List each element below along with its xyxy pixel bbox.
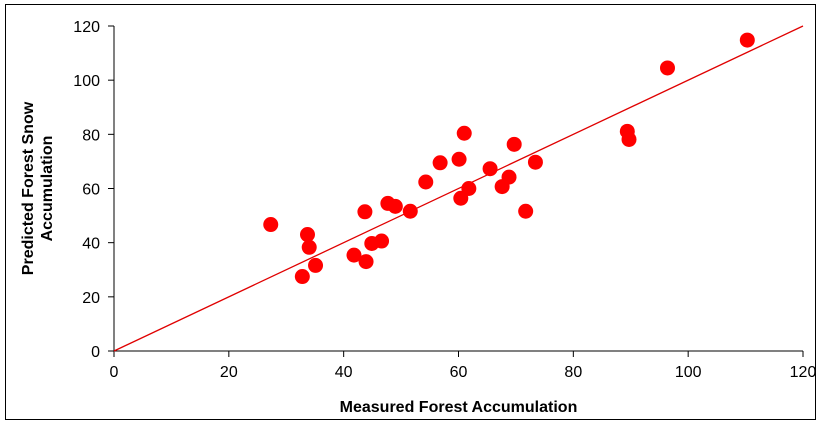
data-point — [263, 217, 279, 233]
data-point — [482, 161, 498, 177]
data-point — [418, 174, 434, 190]
y-tick-label: 80 — [82, 127, 100, 144]
y-axis-title-line-2: Accumulation — [39, 136, 56, 242]
data-point — [739, 32, 755, 48]
x-tick-label: 40 — [335, 364, 353, 381]
x-tick-label: 80 — [564, 364, 582, 381]
data-point — [659, 60, 675, 76]
data-point — [402, 203, 418, 219]
data-point — [387, 198, 403, 214]
data-point — [506, 136, 522, 152]
x-axis-title: Measured Forest Accumulation — [340, 399, 578, 416]
data-point — [294, 269, 310, 285]
points-group — [263, 32, 755, 285]
x-tick-label: 0 — [110, 364, 119, 381]
data-point — [621, 131, 637, 147]
axes: 0 20 40 60 80 100 120 0 20 40 60 80 100 120 — [73, 19, 816, 381]
data-point — [527, 154, 543, 170]
x-tick-label: 100 — [675, 364, 702, 381]
reference-line — [113, 25, 804, 352]
data-point — [501, 169, 517, 185]
data-point — [346, 247, 362, 263]
data-point — [358, 254, 374, 270]
data-point — [301, 239, 317, 255]
x-tick-label: 120 — [790, 364, 817, 381]
y-tick-label: 100 — [73, 73, 100, 90]
data-point — [451, 151, 467, 167]
data-point — [432, 155, 448, 171]
data-point — [308, 257, 324, 273]
y-tick-label: 40 — [82, 236, 100, 253]
y-tick-label: 20 — [82, 290, 100, 307]
y-tick-label: 120 — [73, 19, 100, 36]
data-point — [461, 181, 477, 196]
data-point — [299, 227, 315, 243]
data-point — [357, 204, 373, 220]
data-point — [456, 125, 472, 141]
y-tick-label: 60 — [82, 182, 100, 199]
data-point — [518, 203, 534, 219]
x-tick-label: 60 — [450, 364, 468, 381]
y-tick-label: 0 — [91, 344, 100, 361]
reference-line-group — [113, 25, 804, 352]
y-axis-title-line-1: Predicted Forest Snow — [20, 101, 37, 275]
data-point — [374, 233, 390, 249]
x-tick-label: 20 — [220, 364, 238, 381]
